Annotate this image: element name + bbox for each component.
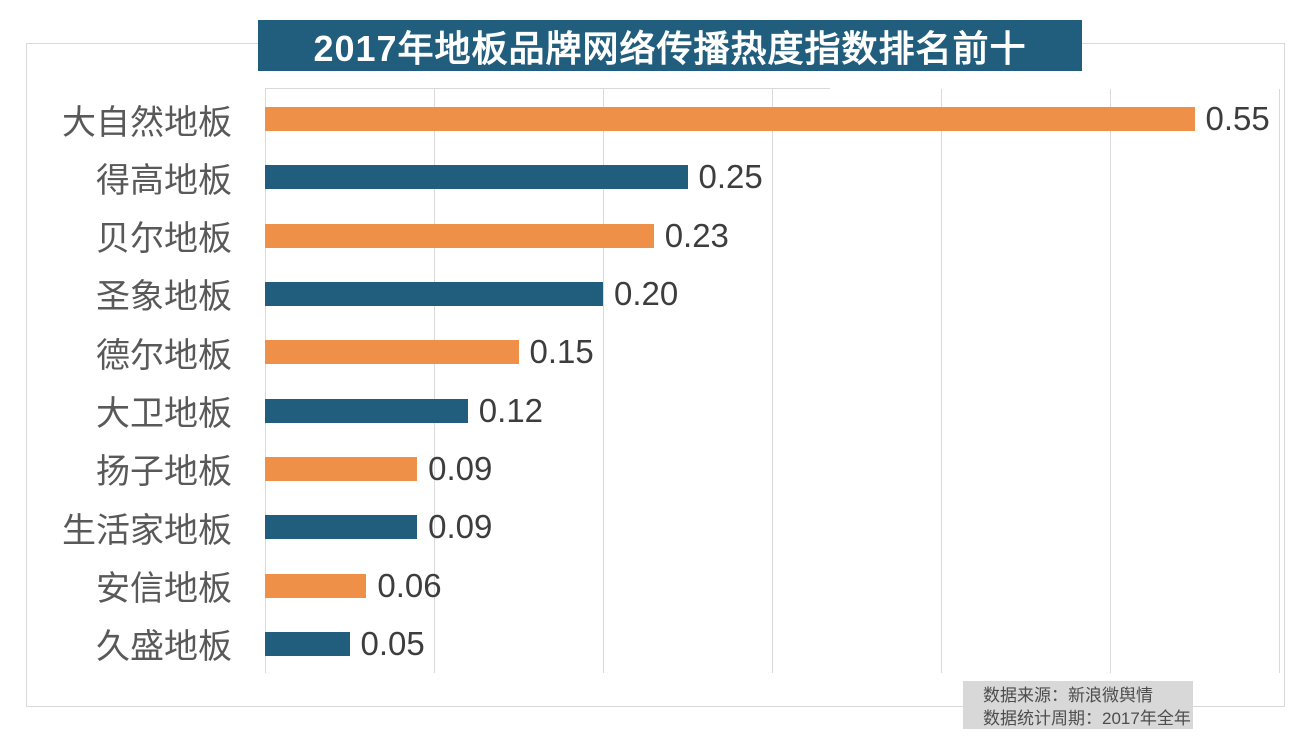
category-label: 德尔地板: [96, 336, 232, 375]
bar: [265, 165, 688, 190]
value-label: 0.55: [1205, 100, 1270, 138]
bar: [265, 340, 519, 365]
chart-title: 2017年地板品牌网络传播热度指数排名前十: [258, 20, 1082, 71]
gridline: [603, 89, 604, 673]
value-label: 0.15: [529, 333, 594, 371]
bar: [265, 573, 367, 598]
data-source-line: 数据来源：新浪微舆情: [983, 686, 1153, 705]
value-label: 0.05: [360, 624, 425, 662]
value-label: 0.20: [614, 275, 679, 313]
plot-top-border: [265, 88, 830, 89]
gridline: [941, 89, 942, 673]
category-label: 贝尔地板: [96, 220, 232, 259]
data-source-note: 数据来源：新浪微舆情 数据统计周期：2017年全年: [963, 681, 1193, 729]
category-label: 安信地板: [96, 569, 232, 608]
value-label: 0.09: [428, 449, 493, 487]
bar: [265, 398, 468, 423]
gridline: [265, 89, 266, 673]
bar: [265, 282, 603, 307]
gridline: [434, 89, 435, 673]
value-label: 0.09: [428, 508, 493, 546]
category-label: 扬子地板: [96, 453, 232, 492]
value-label: 0.25: [698, 158, 763, 196]
category-label: 大卫地板: [96, 395, 232, 433]
value-label: 0.06: [377, 566, 442, 604]
data-period-line: 数据统计周期：2017年全年: [983, 709, 1191, 728]
bar: [265, 223, 654, 248]
category-label: 久盛地板: [96, 628, 232, 667]
gridline: [1279, 89, 1280, 673]
value-label: 0.23: [664, 216, 729, 254]
value-label: 0.12: [478, 391, 544, 429]
bar: [265, 456, 418, 481]
bar: [265, 631, 350, 656]
gridline: [772, 89, 773, 673]
category-label: 大自然地板: [62, 103, 232, 142]
chart-frame: [26, 43, 1285, 707]
gridline: [1110, 89, 1111, 673]
bar: [265, 515, 418, 540]
bar: [265, 107, 1195, 132]
category-label: 生活家地板: [62, 511, 232, 550]
category-label: 得高地板: [96, 161, 232, 200]
category-label: 圣象地板: [96, 278, 232, 317]
